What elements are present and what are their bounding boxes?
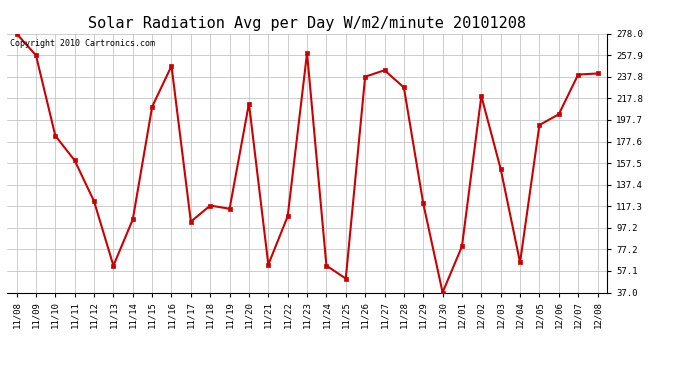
Text: Copyright 2010 Cartronics.com: Copyright 2010 Cartronics.com — [10, 39, 155, 48]
Title: Solar Radiation Avg per Day W/m2/minute 20101208: Solar Radiation Avg per Day W/m2/minute … — [88, 16, 526, 31]
